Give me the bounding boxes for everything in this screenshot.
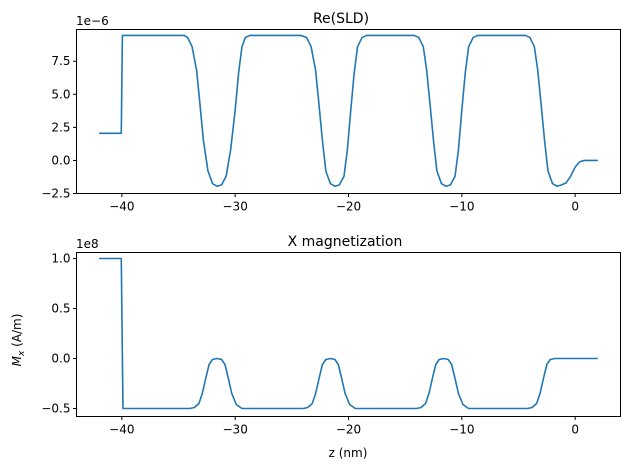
magnetization-x-tick-label: −30 [223, 423, 248, 437]
magnetization-x-tick-label: −40 [109, 423, 134, 437]
sld-y-tick-label: 7.5 [51, 54, 70, 68]
sld-x-ticks: −40 −30 −20 −10 0 [109, 193, 579, 214]
magnetization-x-tick-label: −20 [336, 423, 361, 437]
sld-offset-text: 1e−6 [76, 14, 109, 28]
magnetization-panel: X magnetization 1e8 Mx (A/m) −0.5 0.0 0.5 1… [10, 234, 621, 460]
ylabel-rest: (A/m) [10, 314, 24, 351]
magnetization-axes-frame [76, 252, 621, 417]
magnetization-title: X magnetization [288, 234, 403, 250]
magnetization-offset-text: 1e8 [76, 237, 99, 251]
sld-y-tick-label: 5.0 [51, 87, 70, 101]
sld-y-tick-label: 0.0 [51, 153, 70, 167]
sld-panel: Re(SLD) 1e−6 −2.50.02.55.07.5 −40 −30 −20−… [41, 11, 621, 214]
sld-x-tick-label: −40 [109, 200, 134, 214]
magnetization-x-ticks: −40 −30 −20 −10 0 [109, 416, 579, 437]
magnetization-y-ticks: −0.5 0.0 0.5 1.0 [41, 252, 77, 416]
magnetization-y-tick-label: 0.0 [51, 352, 70, 366]
ylabel-sub: x [17, 350, 27, 357]
sld-y-tick-label: −2.5 [41, 187, 70, 201]
magnetization-series-line [99, 257, 598, 410]
sld-x-tick-label: −20 [336, 200, 361, 214]
sld-y-ticks: −2.5 0.0 2.5 5.0 7.5 [41, 54, 77, 201]
magnetization-y-tick-label: −0.5 [41, 402, 70, 416]
sld-y-tick-label: 2.5 [51, 120, 70, 134]
sld-x-tick-label: −30 [223, 200, 248, 214]
magnetization-x-tick-label: −10 [449, 423, 474, 437]
x-axis-label: z (nm) [329, 446, 368, 460]
sld-x-tick-label: −10 [449, 200, 474, 214]
sld-axes-frame [76, 29, 621, 194]
sld-title: Re(SLD) [313, 11, 369, 27]
magnetization-y-axis-label: Mx (A/m) [10, 314, 27, 367]
ylabel-main: M [10, 355, 24, 366]
magnetization-y-tick-label: 1.0 [51, 252, 70, 266]
magnetization-y-tick-label: 0.5 [51, 302, 70, 316]
sld-series-line [99, 34, 598, 188]
sld-x-tick-label: 0 [571, 200, 579, 214]
magnetization-x-tick-label: 0 [571, 423, 579, 437]
